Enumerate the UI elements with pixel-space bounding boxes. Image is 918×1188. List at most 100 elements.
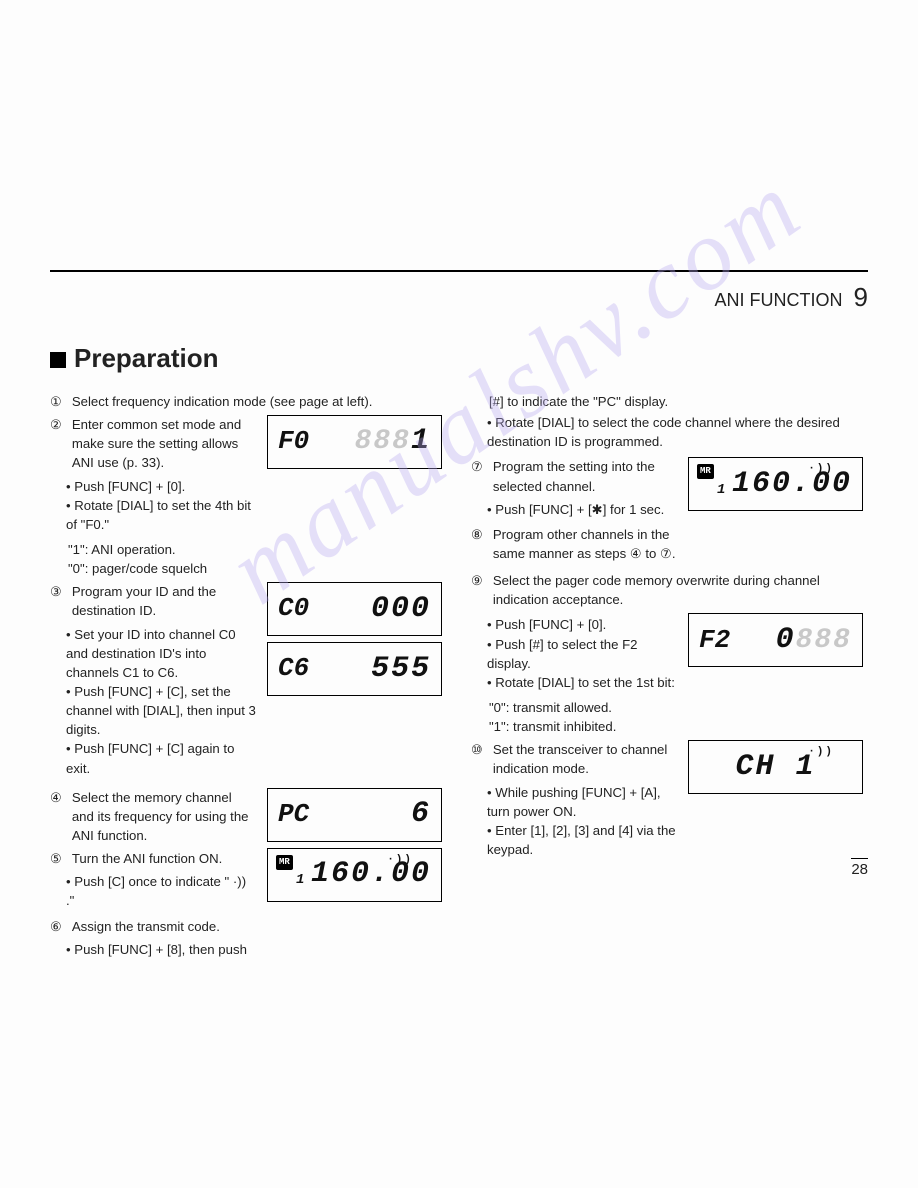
indent-text: "0": transmit allowed. <box>489 698 678 717</box>
step-text: Select the pager code memory overwrite d… <box>493 571 868 609</box>
step-text: Select the memory channel and its freque… <box>72 788 257 845</box>
step-6: ⑥ Assign the transmit code. <box>50 917 257 936</box>
step-number: ⑧ <box>471 525 483 544</box>
step-3-block: ③ Program your ID and the destination ID… <box>50 582 447 783</box>
indent-text: "0": pager/code squelch <box>68 559 257 578</box>
page-header: ANI FUNCTION 9 <box>50 282 868 313</box>
lcd-value: 6 <box>411 793 431 837</box>
title-text: Preparation <box>74 343 219 373</box>
list-item: Rotate [DIAL] to set the 1st bit: <box>487 673 678 692</box>
list-item: Push [C] once to indicate " ·)) ." <box>66 872 257 910</box>
step-number: ⑩ <box>471 740 483 759</box>
step-text: Program the setting into the selected ch… <box>493 457 678 495</box>
step-text: Set the transceiver to channel indicatio… <box>493 740 678 778</box>
step-9: ⑨ Select the pager code memory overwrite… <box>471 571 868 609</box>
lcd-label: F0 <box>278 423 309 461</box>
step-number: ⑥ <box>50 917 62 936</box>
sub-list: While pushing [FUNC] + [A], turn power O… <box>471 783 678 860</box>
lcd-c0: C0 000 <box>267 582 442 636</box>
step-text: Program other channels in the same manne… <box>493 525 678 563</box>
step-number: ⑤ <box>50 849 62 868</box>
indent-text: "1": transmit inhibited. <box>489 717 678 736</box>
step-text: Program your ID and the destination ID. <box>72 582 257 620</box>
lcd-value: 0 <box>776 623 796 657</box>
step-number: ③ <box>50 582 62 601</box>
lcd-mr2: MR ·)) 1 160.00 <box>688 457 863 511</box>
lcd-label: C0 <box>278 590 309 628</box>
lcd-label: F2 <box>699 622 730 660</box>
step-number: ② <box>50 415 62 434</box>
step-5: ⑤ Turn the ANI function ON. <box>50 849 257 868</box>
manual-page: manualshv.com ANI FUNCTION 9 Preparation… <box>0 0 918 1188</box>
page-number: 28 <box>851 858 868 878</box>
section-title: Preparation <box>50 343 868 374</box>
square-bullet-icon <box>50 352 66 368</box>
step-number: ④ <box>50 788 62 807</box>
sub-list: Push [FUNC] + [✱] for 1 sec. <box>471 500 678 519</box>
signal-icon: ·)) <box>808 462 834 478</box>
step-text: Assign the transmit code. <box>72 917 257 936</box>
lcd-f2: F2 0888 <box>688 613 863 667</box>
step-2-block: ② Enter common set mode and make sure th… <box>50 415 447 578</box>
step-10: ⑩ Set the transceiver to channel indicat… <box>471 740 678 778</box>
step-2: ② Enter common set mode and make sure th… <box>50 415 257 472</box>
step-text: Turn the ANI function ON. <box>72 849 257 868</box>
left-column: ① Select frequency indication mode (see … <box>50 392 447 969</box>
indent-text: "1": ANI operation. <box>68 540 257 559</box>
list-item: Push [FUNC] + [0]. <box>66 477 257 496</box>
step-4: ④ Select the memory channel and its freq… <box>50 788 257 845</box>
signal-icon: ·)) <box>387 853 413 869</box>
sub-list: Push [FUNC] + [8], then push <box>50 940 257 959</box>
chapter-number: 9 <box>854 282 868 312</box>
section-name: ANI FUNCTION <box>715 290 843 310</box>
lcd-label: PC <box>278 796 309 834</box>
lcd-dim-digits: 888 <box>796 625 852 656</box>
sub-list: Set your ID into channel C0 and destinat… <box>50 625 257 778</box>
list-item: Rotate [DIAL] to set the 4th bit of "F0.… <box>66 496 257 534</box>
step-text: Select frequency indication mode (see pa… <box>72 392 447 411</box>
sub-list: Push [FUNC] + [0]. Push [#] to select th… <box>471 615 678 692</box>
lcd-value: 1 <box>411 424 431 458</box>
content-columns: ① Select frequency indication mode (see … <box>50 392 868 969</box>
step-number: ① <box>50 392 62 411</box>
step-10-block: ⑩ Set the transceiver to channel indicat… <box>471 740 868 865</box>
list-item: Push [FUNC] + [C] again to exit. <box>66 739 257 777</box>
step-7: ⑦ Program the setting into the selected … <box>471 457 678 495</box>
mr-badge: MR <box>697 464 714 479</box>
signal-icon: ·)) <box>808 745 834 761</box>
sub-list: Rotate [DIAL] to select the code channel… <box>471 413 868 451</box>
step-number: ⑦ <box>471 457 483 476</box>
list-item: Rotate [DIAL] to select the code channel… <box>487 413 868 451</box>
lcd-small-digit: 1 <box>717 480 727 500</box>
list-item: Push [FUNC] + [0]. <box>487 615 678 634</box>
step-1: ① Select frequency indication mode (see … <box>50 392 447 411</box>
lcd-f0: F0 8881 <box>267 415 442 469</box>
lcd-c6: C6 555 <box>267 642 442 696</box>
list-item: Push [#] to select the F2 display. <box>487 635 678 673</box>
step-456-block: ④ Select the memory channel and its freq… <box>50 788 447 965</box>
lcd-pc: PC 6 <box>267 788 442 842</box>
lcd-value: CH 1 <box>735 746 815 790</box>
indent-text: [#] to indicate the "PC" display. <box>489 392 868 411</box>
list-item: Push [FUNC] + [8], then push <box>66 940 257 959</box>
lcd-value: 000 <box>371 588 431 632</box>
sub-list: Push [FUNC] + [0]. Rotate [DIAL] to set … <box>50 477 257 534</box>
mr-badge: MR <box>276 855 293 870</box>
lcd-label: C6 <box>278 650 309 688</box>
step-9-sub-block: Push [FUNC] + [0]. Push [#] to select th… <box>471 613 868 736</box>
sub-list: Push [C] once to indicate " ·)) ." <box>50 872 257 910</box>
list-item: Push [FUNC] + [✱] for 1 sec. <box>487 500 678 519</box>
lcd-ch: ·)) CH 1 <box>688 740 863 794</box>
list-item: Enter [1], [2], [3] and [4] via the keyp… <box>487 821 678 859</box>
list-item: While pushing [FUNC] + [A], turn power O… <box>487 783 678 821</box>
step-number: ⑨ <box>471 571 483 590</box>
lcd-value: 555 <box>371 648 431 692</box>
step-8: ⑧ Program other channels in the same man… <box>471 525 678 563</box>
step-78-block: ⑦ Program the setting into the selected … <box>471 457 868 567</box>
right-column: [#] to indicate the "PC" display. Rotate… <box>471 392 868 969</box>
lcd-mr1: MR ·)) 1 160.00 <box>267 848 442 902</box>
list-item: Set your ID into channel C0 and destinat… <box>66 625 257 682</box>
list-item: Push [FUNC] + [C], set the channel with … <box>66 682 257 739</box>
step-3: ③ Program your ID and the destination ID… <box>50 582 257 620</box>
top-rule <box>50 270 868 272</box>
